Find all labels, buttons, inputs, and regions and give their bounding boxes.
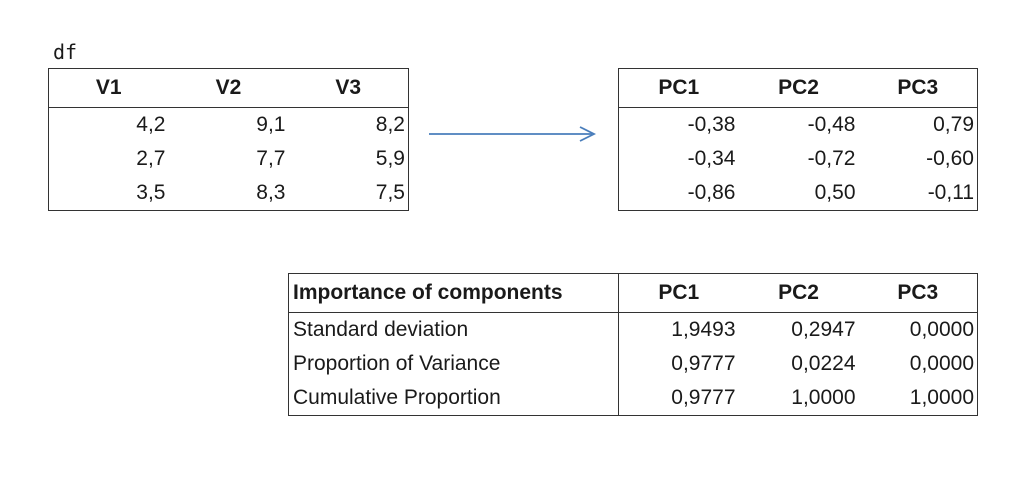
- table-row: 3,5 8,3 7,5: [49, 176, 409, 211]
- table-cell: 4,2: [136, 113, 166, 136]
- table-cell: 3,5: [136, 181, 166, 204]
- table-cell: 8,3: [256, 181, 286, 204]
- table-cell: 0,50: [814, 181, 856, 204]
- table-cell: 7,7: [256, 147, 286, 170]
- table-cell: 5,9: [375, 147, 405, 170]
- table-row: 2,7 7,7 5,9: [49, 142, 409, 176]
- table-cell: -0,11: [927, 181, 974, 204]
- importance-title: Importance of components: [288, 273, 619, 313]
- table-cell: 1,0000: [858, 381, 978, 416]
- table-row: -0,34 -0,72 -0,60: [619, 142, 978, 176]
- table-cell: 0,79: [933, 113, 974, 136]
- dataframe-label: df: [53, 40, 78, 64]
- table-cell: 0,9777: [618, 347, 739, 381]
- column-header-v2: V2: [168, 68, 289, 108]
- input-data-table: V1 V2 V3 4,2 9,1 8,2 2,7 7,7 5,9 3,5 8,3…: [48, 68, 409, 211]
- importance-of-components-table: Importance of components PC1 PC2 PC3 Sta…: [288, 273, 978, 416]
- table-cell: 0,0000: [858, 347, 978, 381]
- table-cell: -0,86: [687, 181, 736, 204]
- table-cell: -0,34: [687, 147, 736, 170]
- table-header-row: V1 V2 V3: [48, 68, 409, 108]
- column-header-pc2: PC2: [738, 273, 859, 313]
- table-cell: -0,72: [807, 147, 856, 170]
- table-cell: 1,0000: [738, 381, 859, 416]
- table-cell: 0,0224: [791, 352, 856, 375]
- table-header-row: Importance of components PC1 PC2 PC3: [288, 273, 978, 313]
- table-row: -0,38 -0,48 0,79: [619, 108, 978, 143]
- table-row: Proportion of Variance 0,9777 0,0224 0,0…: [288, 347, 978, 381]
- table-cell: 9,1: [256, 113, 286, 136]
- table-cell: 0,0000: [858, 312, 978, 347]
- column-header-pc1: PC1: [618, 273, 739, 313]
- column-header-pc1: PC1: [618, 68, 739, 108]
- table-row: 4,2 9,1 8,2: [49, 108, 409, 143]
- row-label-proportion-of-variance: Proportion of Variance: [288, 347, 619, 381]
- table-row: -0,86 0,50 -0,11: [619, 176, 978, 211]
- table-cell: 7,5: [375, 181, 405, 204]
- table-cell: 0,2947: [791, 318, 856, 341]
- table-cell: 2,7: [136, 147, 166, 170]
- table-cell: -0,48: [807, 113, 856, 136]
- table-cell: -0,60: [926, 147, 974, 170]
- table-header-row: PC1 PC2 PC3: [618, 68, 978, 108]
- table-cell: 1,9493: [618, 312, 739, 347]
- column-header-pc3: PC3: [858, 273, 978, 313]
- table-cell: 8,2: [375, 113, 405, 136]
- column-header-v3: V3: [288, 68, 409, 108]
- table-row: Standard deviation 1,9493 0,2947 0,0000: [288, 312, 978, 347]
- column-header-pc2: PC2: [738, 68, 859, 108]
- table-cell: -0,38: [687, 113, 736, 136]
- row-label-cumulative-proportion: Cumulative Proportion: [288, 381, 619, 416]
- column-header-v1: V1: [48, 68, 169, 108]
- row-label-standard-deviation: Standard deviation: [288, 312, 619, 347]
- principal-components-table: PC1 PC2 PC3 -0,38 -0,48 0,79 -0,34 -0,72…: [618, 68, 978, 211]
- table-row: Cumulative Proportion 0,9777 1,0000 1,00…: [288, 381, 978, 416]
- right-arrow-icon: [429, 126, 597, 142]
- column-header-pc3: PC3: [858, 68, 978, 108]
- table-cell: 0,9777: [618, 381, 739, 416]
